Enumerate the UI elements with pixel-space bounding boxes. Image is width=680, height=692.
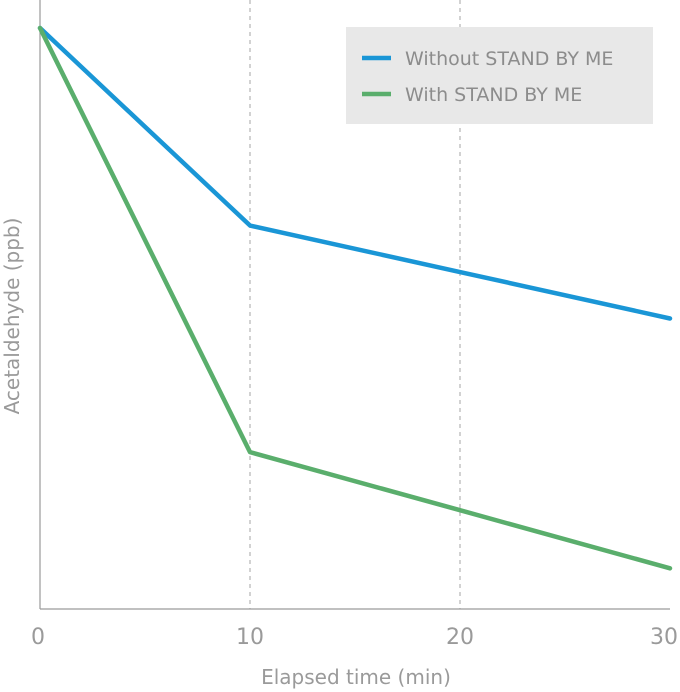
x-tick-labels: 0 10 20 30 [31, 625, 678, 650]
series-line-1 [37, 25, 673, 321]
x-tick-label: 30 [650, 625, 678, 650]
x-axis-title: Elapsed time (min) [261, 665, 451, 689]
series-line-2 [37, 25, 673, 571]
y-axis-title: Acetaldehyde (ppb) [0, 218, 24, 415]
legend-label-1: Without STAND BY ME [405, 48, 613, 70]
x-tick-label: 10 [236, 625, 264, 650]
x-tick-label: 0 [31, 625, 45, 650]
legend: Without STAND BY ME With STAND BY ME [346, 27, 653, 124]
series-lines [37, 25, 673, 571]
axes [39, 0, 670, 610]
legend-background [346, 27, 653, 124]
legend-label-2: With STAND BY ME [405, 84, 582, 106]
x-tick-label: 20 [446, 625, 474, 650]
grid-lines [249, 0, 461, 609]
